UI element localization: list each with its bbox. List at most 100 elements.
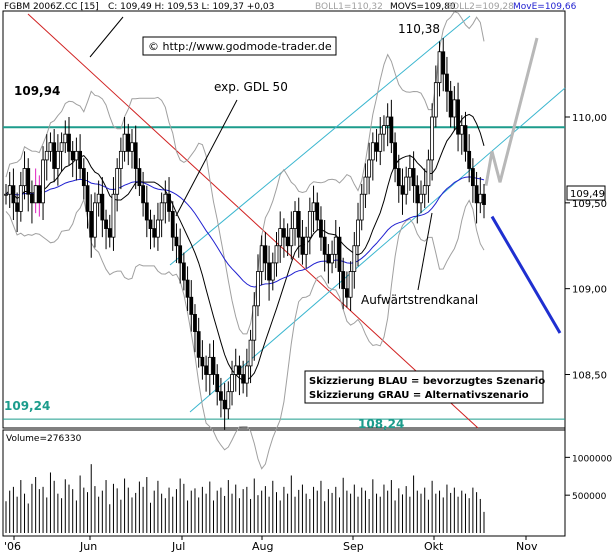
candle-body <box>174 236 179 247</box>
volume-series <box>5 464 485 533</box>
candle-body <box>59 142 64 152</box>
candle-body <box>148 219 153 229</box>
candle-body <box>130 142 134 152</box>
candle-body <box>52 142 57 169</box>
header-movs: MOVS=109,80 <box>390 2 456 12</box>
candle-body <box>33 185 38 204</box>
header-boll1: BOLL1=110,32 <box>315 2 383 12</box>
support-label-mid: 108,24 <box>358 417 404 431</box>
candle-body <box>156 219 160 238</box>
candle-body <box>433 82 438 118</box>
candle-body <box>448 90 453 118</box>
candle-body <box>445 73 449 92</box>
trend-channel-label: Aufwärtstrendkanal <box>361 293 478 307</box>
candle-body <box>196 331 201 358</box>
candle-body <box>230 374 234 393</box>
candle-body <box>18 185 23 212</box>
candle-body <box>170 211 175 238</box>
candle-body <box>296 211 301 238</box>
candle-body <box>222 399 227 410</box>
candle-body <box>452 99 457 118</box>
candle-body <box>326 253 331 264</box>
candle-body <box>144 202 149 221</box>
candle-body <box>274 245 279 264</box>
candle-body <box>200 356 205 367</box>
x-tick-label: '06 <box>4 540 21 553</box>
candle-body <box>352 245 357 272</box>
candle-body <box>478 193 483 204</box>
candle-body <box>289 228 294 247</box>
volume-label: Volume=276330 <box>6 434 82 444</box>
candle-body <box>100 193 105 221</box>
candle-body <box>437 51 442 84</box>
x-tick-label: Nov <box>516 540 538 553</box>
gdl-arrow <box>175 99 238 217</box>
trend-channel-arrow <box>417 212 433 291</box>
candle-body <box>78 150 83 169</box>
red-line-arrow <box>89 16 124 58</box>
candle-series <box>4 38 486 430</box>
x-tick-label: Jul <box>171 540 185 553</box>
candle-body <box>4 193 8 196</box>
support-label-left: 109,24 <box>4 399 50 413</box>
header-move: MovE=109,66 <box>513 2 577 12</box>
candle-body <box>215 374 220 393</box>
header-quote: C: 109,49 H: 109,53 L: 109,37 +0,03 <box>108 2 274 12</box>
candle-body <box>126 133 131 152</box>
volume-tick-label: 500000 <box>572 492 607 502</box>
copyright-box <box>142 36 337 56</box>
candle-body <box>263 245 268 264</box>
candle-body <box>67 133 71 152</box>
candle-body <box>41 159 45 204</box>
candle-body <box>267 262 271 281</box>
price-tick-label: 108,50 <box>572 371 607 382</box>
candle-body <box>356 219 360 247</box>
candle-body <box>367 159 372 178</box>
price-tick-label: 109,50 <box>572 199 607 210</box>
candle-body <box>422 185 427 195</box>
candle-body <box>244 365 249 384</box>
price-tick-label: 109,00 <box>572 285 607 296</box>
candle-body <box>55 150 60 169</box>
candle-body <box>226 391 231 410</box>
candle-body <box>470 168 475 187</box>
candle-body <box>30 193 34 204</box>
candle-body <box>459 125 464 135</box>
candle-body <box>307 211 312 238</box>
candle-body <box>322 236 327 255</box>
candle-body <box>189 296 194 315</box>
red-trendline <box>27 13 479 429</box>
candle-body <box>152 228 157 238</box>
candle-body <box>137 168 142 187</box>
candle-body <box>107 228 112 238</box>
candle-body <box>304 236 309 255</box>
x-tick-label: Sep <box>343 540 364 553</box>
header-instrument: FGBM 2006Z.CC [15] <box>4 2 99 12</box>
candle-body <box>178 245 183 264</box>
candle-body <box>337 236 342 272</box>
blue-scenario-line <box>490 215 562 334</box>
candle-body <box>252 305 257 341</box>
candle-body <box>211 356 216 375</box>
candle-body <box>70 150 75 161</box>
volume-tick-label: 1000000 <box>572 454 612 464</box>
candle-body <box>348 271 353 298</box>
candle-body <box>285 236 290 247</box>
candle-body <box>370 142 375 161</box>
candle-body <box>344 288 349 298</box>
candle-body <box>185 279 190 298</box>
candle-body <box>26 168 31 195</box>
candle-body <box>37 185 42 204</box>
candle-body <box>89 211 94 238</box>
last-price-value: 109,49 <box>570 189 605 200</box>
candle-body <box>122 133 127 152</box>
candle-body <box>400 185 405 195</box>
candle-body <box>426 159 431 187</box>
candle-body <box>22 168 27 187</box>
candle-body <box>300 236 305 255</box>
copyright-text: © http://www.godmode-trader.de <box>148 40 332 53</box>
price-tick-label: 110,00 <box>572 113 607 124</box>
candle-body <box>81 168 86 187</box>
